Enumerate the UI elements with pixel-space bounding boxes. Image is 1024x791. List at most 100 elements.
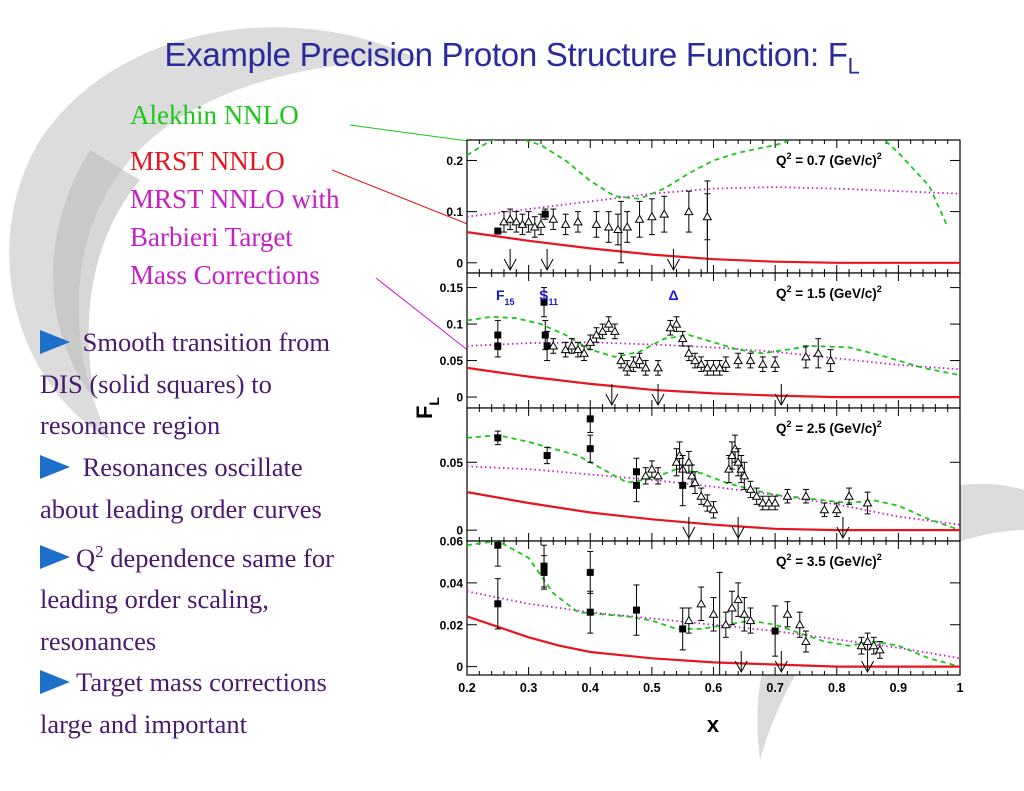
- dis-point: [494, 541, 502, 549]
- resonance-point: [794, 619, 805, 629]
- resonance-point: [517, 219, 528, 228]
- resonance-label: S11: [539, 287, 558, 307]
- y-tick-label: 0.15: [440, 281, 464, 295]
- resonance-point: [831, 504, 842, 514]
- curve-mrst: [467, 231, 960, 264]
- resonance-point: [745, 615, 756, 625]
- panel-q2-label: Q2 = 3.5 (GeV/c)2: [776, 552, 882, 569]
- slide-title: Example Precision Proton Structure Funct…: [0, 36, 1024, 80]
- resonance-arrow-head: [540, 258, 554, 272]
- bullet-4-line-1: Target mass corrections: [76, 667, 327, 698]
- bullet-1: Smooth transition from DIS (solid squares…: [40, 322, 420, 447]
- resonance-point: [727, 602, 737, 612]
- resonance-point: [745, 355, 756, 365]
- panel-q2-label: Q2 = 1.5 (GeV/c)2: [776, 284, 882, 301]
- bullet-3-sup: 2: [95, 541, 104, 561]
- resonance-point: [683, 615, 694, 625]
- panel-1: 0 0.1 0.2 Q2 = 0.7 (GeV/c)2: [446, 139, 961, 274]
- resonance-point: [499, 216, 509, 226]
- curve-alekhin: [467, 140, 949, 228]
- x-tick-label: 0.7: [766, 681, 783, 695]
- swirl-left-inner: [53, 150, 140, 400]
- dis-point: [679, 481, 687, 489]
- label-alekhin: Alekhin NNLO: [130, 100, 299, 130]
- resonance-point: [708, 362, 719, 372]
- resonance-point: [702, 497, 713, 507]
- panel-2: 0 0.05 0.1 0.15 Q2 = 1.5 (GeV/c)2: [440, 272, 961, 409]
- resonance-point: [708, 504, 719, 514]
- bullet-4-line-2: large and important: [40, 709, 248, 740]
- slide-title-sub: L: [847, 53, 860, 79]
- resonance-point: [739, 470, 750, 480]
- panel-plot-area: [467, 287, 960, 399]
- bullet-2-line-2: about leading order curves: [40, 493, 322, 524]
- bullet-3-q: Q: [76, 542, 96, 573]
- dis-point: [540, 298, 548, 306]
- resonance-arrow-head: [605, 393, 619, 407]
- panel-frame: [466, 139, 961, 274]
- dis-point: [543, 452, 551, 459]
- resonance-point: [782, 491, 793, 500]
- y-tick-label: 0.05: [440, 456, 464, 470]
- resonance-point: [671, 319, 682, 328]
- resonance-point: [683, 348, 694, 357]
- panel-plot-area: [467, 140, 960, 273]
- resonance-point: [603, 319, 614, 328]
- y-tick-label: 0.1: [446, 318, 463, 332]
- resonance-point: [683, 206, 694, 216]
- bullet-3-line-2: leading order scaling,: [40, 584, 269, 615]
- resonance-arrow-head: [836, 526, 850, 540]
- resonance-point: [573, 344, 583, 354]
- panel-frame: [466, 272, 961, 409]
- resonance-point: [511, 216, 522, 226]
- resonance-point: [659, 209, 670, 218]
- resonance-arrow-head: [734, 660, 748, 674]
- resonance-point: [634, 355, 645, 365]
- resonance-point: [603, 221, 614, 231]
- y-tick-label: 0.06: [440, 535, 464, 549]
- resonance-point: [868, 640, 879, 650]
- resonance-point: [579, 348, 589, 357]
- resonance-point: [819, 504, 830, 514]
- resonance-label: F15: [496, 287, 515, 307]
- resonance-point: [739, 609, 750, 618]
- resonance-point: [653, 470, 663, 480]
- label-mrst-tmc-1: MRST NNLO with: [130, 184, 340, 214]
- dis-point: [494, 600, 502, 608]
- y-tick-label: 0: [456, 660, 463, 674]
- resonance-point: [720, 619, 731, 629]
- resonance-point: [591, 219, 602, 228]
- resonance-point: [622, 221, 633, 231]
- curve-alekhin: [467, 434, 960, 531]
- bullet-3: Q2 dependence same for leading order scal…: [40, 531, 420, 663]
- resonance-point: [548, 214, 559, 223]
- curve-mrst-tmc: [467, 465, 960, 526]
- bullet-list: Smooth transition from DIS (solid squares…: [40, 322, 420, 746]
- y-tick-label: 0.02: [440, 618, 464, 632]
- resonance-point: [724, 464, 734, 473]
- bullet-3-line-1: dependence same for: [103, 542, 334, 573]
- dis-point: [632, 468, 640, 476]
- x-tick-label: 1: [957, 681, 964, 695]
- resonance-point: [733, 355, 744, 365]
- resonance-point: [677, 333, 688, 343]
- resonance-point: [523, 216, 534, 226]
- bullet-2-line-1: Resonances oscillate: [82, 452, 303, 483]
- dis-point: [494, 434, 502, 442]
- dis-point: [679, 625, 687, 633]
- y-tick-label: 0.2: [446, 154, 463, 168]
- y-axis-label: FL: [412, 397, 442, 419]
- resonance-point: [770, 497, 780, 507]
- slide-title-text: Example Precision Proton Structure Funct…: [164, 36, 848, 73]
- dis-point: [586, 445, 594, 453]
- resonance-point: [653, 362, 663, 372]
- panel-3: 0 0.05 Q2 = 2.5 (GeV/c)2: [440, 407, 961, 542]
- resonance-point: [640, 362, 651, 372]
- label-mrst-tmc-3: Mass Corrections: [130, 260, 320, 290]
- resonance-point: [708, 609, 719, 618]
- y-tick-label: 0.04: [440, 576, 464, 590]
- resonance-arrow-head: [774, 660, 788, 674]
- bullet-arrow-icon: [40, 670, 70, 695]
- dis-point: [632, 606, 640, 614]
- resonance-point: [610, 326, 620, 335]
